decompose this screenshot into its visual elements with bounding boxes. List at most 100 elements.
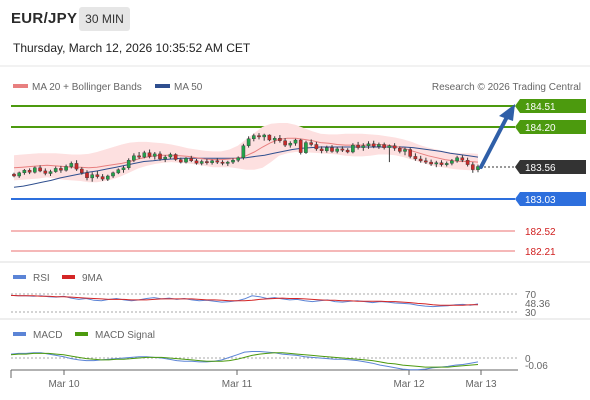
candle-body: [111, 172, 115, 177]
candle-body: [173, 154, 178, 160]
candle-body: [33, 167, 37, 173]
candle-body: [455, 157, 459, 162]
ma20-legend-swatch: [13, 84, 28, 88]
candle: [345, 148, 350, 154]
candle: [105, 174, 110, 181]
candle-body: [158, 153, 162, 160]
candle: [168, 152, 173, 159]
candle-body: [465, 159, 470, 165]
candle: [210, 159, 214, 165]
candle: [48, 169, 53, 176]
rsi-legend: RSI 9MA: [13, 273, 103, 284]
candle: [371, 140, 376, 149]
rsi-ma-legend-label: 9MA: [82, 273, 103, 284]
candle: [205, 159, 209, 165]
rsi-legend-swatch: [13, 275, 26, 279]
candle: [194, 159, 199, 165]
candle: [408, 147, 413, 159]
candle-body: [205, 161, 209, 163]
ma20-legend-label: MA 20 + Bollinger Bands: [32, 82, 142, 93]
candle-body: [267, 134, 272, 141]
candle-body: [382, 144, 386, 148]
candle-body: [137, 155, 141, 158]
candle: [382, 142, 386, 150]
macd-line: [10, 351, 479, 371]
candle: [199, 159, 204, 166]
level-tag-183-03-bg: [515, 192, 586, 206]
candle-body: [168, 154, 173, 158]
candle-body: [142, 152, 147, 158]
candle-body: [335, 148, 340, 152]
candle-body: [121, 167, 126, 170]
candle: [69, 161, 74, 169]
candle-body: [85, 172, 89, 179]
candle: [116, 168, 121, 175]
candle-body: [345, 149, 350, 153]
candle: [351, 143, 355, 154]
candle-body: [27, 170, 32, 173]
candle-body: [278, 137, 282, 141]
rsi-legend-label: RSI: [33, 273, 50, 284]
candle-body: [429, 161, 433, 165]
candle-body: [371, 143, 376, 147]
candle: [413, 153, 418, 161]
rsi-ma-line: [10, 294, 478, 306]
candle-body: [361, 145, 366, 148]
instrument-title: EUR/JPY: [11, 10, 78, 27]
candle-body: [262, 134, 267, 138]
level-tag-183-03-text: 183.03: [525, 195, 556, 206]
candle-body: [403, 149, 407, 152]
candle-body: [330, 147, 334, 152]
candle-body: [283, 140, 287, 146]
candle: [178, 157, 183, 164]
candle: [471, 162, 475, 173]
candle-body: [38, 167, 42, 172]
candle-body: [444, 163, 449, 165]
candle-body: [126, 159, 131, 168]
candle: [257, 133, 261, 140]
candle-body: [418, 158, 423, 162]
candle: [12, 172, 16, 178]
candle: [418, 155, 423, 163]
timeframe-button[interactable]: 30 MIN: [79, 7, 130, 31]
candle: [236, 156, 241, 163]
macd-signal-line: [10, 352, 479, 368]
candle-body: [298, 139, 303, 153]
candle-body: [434, 162, 439, 165]
candle: [147, 149, 152, 159]
candle-body: [439, 162, 444, 165]
level-tag-184-51: 184.51: [515, 99, 586, 113]
candle-body: [53, 168, 58, 172]
candle: [465, 157, 470, 167]
candle: [450, 159, 454, 166]
candle: [398, 146, 402, 154]
candle-body: [251, 135, 256, 140]
candle-body: [236, 157, 241, 161]
candle: [152, 152, 157, 160]
candle-body: [147, 152, 152, 157]
candle-body: [471, 164, 475, 170]
candle-body: [408, 149, 413, 157]
candle: [220, 160, 225, 166]
candle-body: [74, 163, 79, 170]
candle: [189, 155, 194, 163]
macd-signal-legend-swatch: [75, 332, 88, 336]
ma20-line: [13, 137, 479, 169]
candle-body: [241, 145, 246, 158]
rsi-ma-legend-swatch: [62, 275, 75, 279]
level-tag-183-03: 183.03: [515, 192, 586, 206]
x-label-mar12: Mar 12: [393, 379, 425, 390]
candle: [262, 133, 267, 141]
x-label-mar11: Mar 11: [222, 379, 253, 390]
candle-body: [392, 145, 397, 149]
candle-body: [460, 157, 465, 161]
macd-axis-label-zero: 0: [525, 354, 531, 365]
candle-body: [105, 175, 110, 180]
candle-body: [413, 156, 418, 160]
candle-body: [325, 147, 329, 152]
candle-body: [163, 156, 168, 160]
candle: [74, 160, 79, 171]
candle: [158, 151, 162, 161]
candle-body: [132, 155, 136, 161]
candle: [22, 169, 27, 175]
